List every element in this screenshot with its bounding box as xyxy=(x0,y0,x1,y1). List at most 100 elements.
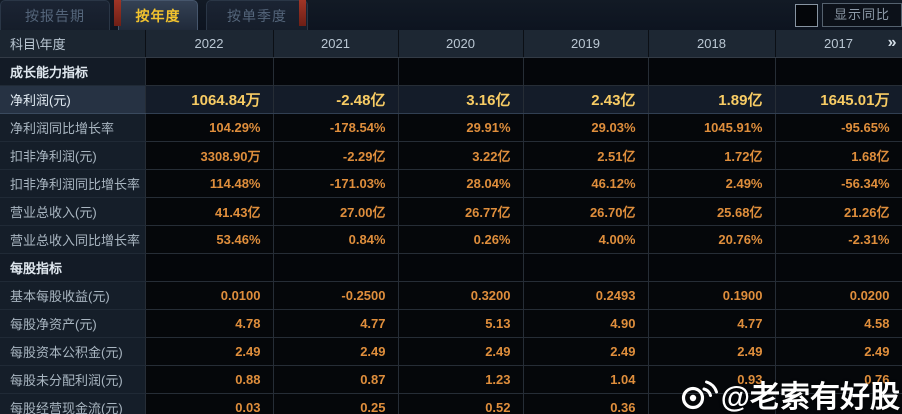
cell-value: 4.00% xyxy=(522,224,649,254)
cell-value: 26.77亿 xyxy=(397,196,524,226)
row-label: 扣非净利润(元) xyxy=(0,141,145,170)
tab-by-report-period[interactable]: 按报告期 xyxy=(0,0,110,30)
show-yoy-checkbox[interactable] xyxy=(794,3,818,27)
show-yoy-label[interactable]: 显示同比 xyxy=(821,3,902,27)
cell-value: 2.51亿 xyxy=(522,140,649,170)
more-columns-icon[interactable]: » xyxy=(887,34,897,52)
cell-value: 0.03 xyxy=(144,392,274,414)
row-label: 每股净资产(元) xyxy=(0,309,145,338)
cell-value: 25.68亿 xyxy=(647,196,776,226)
cell-value xyxy=(397,56,524,86)
cell-value: 4.90 xyxy=(522,308,649,338)
table-row: 扣非净利润(元) 3308.90万 -2.29亿 3.22亿 2.51亿 1.72亿 1.6… xyxy=(0,140,902,170)
cell-value: 1.89亿 xyxy=(647,84,776,114)
table-header: 科目\年度 2022 2021 2020 2019 2018 2017» xyxy=(0,30,902,58)
column-header-2022: 2022 xyxy=(145,30,274,58)
cell-value: 2.49% xyxy=(647,168,776,198)
cell-value: -95.65% xyxy=(774,112,902,142)
column-header-2019: 2019 xyxy=(523,30,649,58)
cell-value: 0.76 xyxy=(774,364,902,394)
cell-value: 4.77 xyxy=(272,308,399,338)
cell-value: 0.26% xyxy=(397,224,524,254)
table-row: 每股净资产(元) 4.78 4.77 5.13 4.90 4.77 4.58 xyxy=(0,308,902,338)
cell-value: 1.68亿 xyxy=(774,140,902,170)
cell-value: 2.49 xyxy=(272,336,399,366)
cell-value xyxy=(144,56,274,86)
financial-table: 科目\年度 2022 2021 2020 2019 2018 2017» 成长能力指标 净利润… xyxy=(0,30,902,414)
table-row: 营业总收入同比增长率 53.46% 0.84% 0.26% 4.00% 20.76% -2.… xyxy=(0,224,902,254)
cell-value: 2.49 xyxy=(144,336,274,366)
cell-value: 1.23 xyxy=(397,364,524,394)
cell-value: 0.2493 xyxy=(522,280,649,310)
cell-value: 0.0200 xyxy=(774,280,902,310)
red-marker-icon xyxy=(299,0,306,26)
cell-value: 0.93 xyxy=(647,364,776,394)
cell-value: 1645.01万 xyxy=(774,84,902,114)
cell-value: 20.76% xyxy=(647,224,776,254)
cell-value xyxy=(272,56,399,86)
cell-value: -2.31% xyxy=(774,224,902,254)
cell-value: 41.43亿 xyxy=(144,196,274,226)
table-row: 每股指标 xyxy=(0,252,902,282)
row-label: 基本每股收益(元) xyxy=(0,281,145,310)
row-label: 营业总收入(元) xyxy=(0,197,145,226)
cell-value: 4.77 xyxy=(647,308,776,338)
cell-value: 28.04% xyxy=(397,168,524,198)
cell-value: 0.88 xyxy=(144,364,274,394)
row-label: 成长能力指标 xyxy=(0,57,145,86)
cell-value: 0.87 xyxy=(272,364,399,394)
cell-value: 26.70亿 xyxy=(522,196,649,226)
cell-value: 46.12% xyxy=(522,168,649,198)
cell-value: 2.49 xyxy=(774,336,902,366)
cell-value: 0.3200 xyxy=(397,280,524,310)
cell-value xyxy=(647,252,776,282)
cell-value xyxy=(397,252,524,282)
row-label: 每股经营现金流(元) xyxy=(0,393,145,414)
tab-by-year[interactable]: 按年度 xyxy=(118,0,198,30)
cell-value: 2.49 xyxy=(647,336,776,366)
cell-value: 1.72亿 xyxy=(647,140,776,170)
cell-value: 0.84% xyxy=(272,224,399,254)
cell-value: 1064.84万 xyxy=(144,84,274,114)
cell-value: 114.48% xyxy=(144,168,274,198)
cell-value: 29.91% xyxy=(397,112,524,142)
table-row: 营业总收入(元) 41.43亿 27.00亿 26.77亿 26.70亿 25.68亿 21… xyxy=(0,196,902,226)
cell-value: 21.26亿 xyxy=(774,196,902,226)
cell-value: -171.03% xyxy=(272,168,399,198)
column-header-2018: 2018 xyxy=(648,30,776,58)
cell-value: 3.22亿 xyxy=(397,140,524,170)
cell-value: 0.0100 xyxy=(144,280,274,310)
row-label: 每股资本公积金(元) xyxy=(0,337,145,366)
cell-value: -178.54% xyxy=(272,112,399,142)
row-label: 营业总收入同比增长率 xyxy=(0,225,145,254)
row-label: 每股指标 xyxy=(0,253,145,282)
red-marker-icon xyxy=(114,0,121,26)
cell-value: 0.36 xyxy=(522,392,649,414)
cell-value xyxy=(774,392,902,414)
column-header-2017: 2017» xyxy=(775,30,902,58)
cell-value: 0.1900 xyxy=(647,280,776,310)
cell-value xyxy=(647,56,776,86)
cell-value: 29.03% xyxy=(522,112,649,142)
cell-value: 27.00亿 xyxy=(272,196,399,226)
cell-value: 4.58 xyxy=(774,308,902,338)
period-tabbar: 按报告期 按年度 按单季度 显示同比 xyxy=(0,0,902,30)
table-row: 每股资本公积金(元) 2.49 2.49 2.49 2.49 2.49 2.49 xyxy=(0,336,902,366)
cell-value: 2.49 xyxy=(522,336,649,366)
cell-value: -0.2500 xyxy=(272,280,399,310)
cell-value xyxy=(774,56,902,86)
cell-value: -2.29亿 xyxy=(272,140,399,170)
cell-value: 1045.91% xyxy=(647,112,776,142)
cell-value xyxy=(774,252,902,282)
table-row: 成长能力指标 xyxy=(0,56,902,86)
cell-value xyxy=(272,252,399,282)
cell-value: 0.25 xyxy=(272,392,399,414)
row-label: 净利润(元) xyxy=(0,84,145,114)
yoy-controls: 显示同比 xyxy=(794,0,902,30)
table-row: 净利润同比增长率 104.29% -178.54% 29.91% 29.03% 1045.… xyxy=(0,112,902,142)
table-row: 净利润(元) 1064.84万 -2.48亿 3.16亿 2.43亿 1.89亿 1645.… xyxy=(0,84,902,114)
cell-value: 0.52 xyxy=(397,392,524,414)
table-row: 每股未分配利润(元) 0.88 0.87 1.23 1.04 0.93 0.76 xyxy=(0,364,902,394)
tab-by-quarter[interactable]: 按单季度 xyxy=(206,0,308,30)
